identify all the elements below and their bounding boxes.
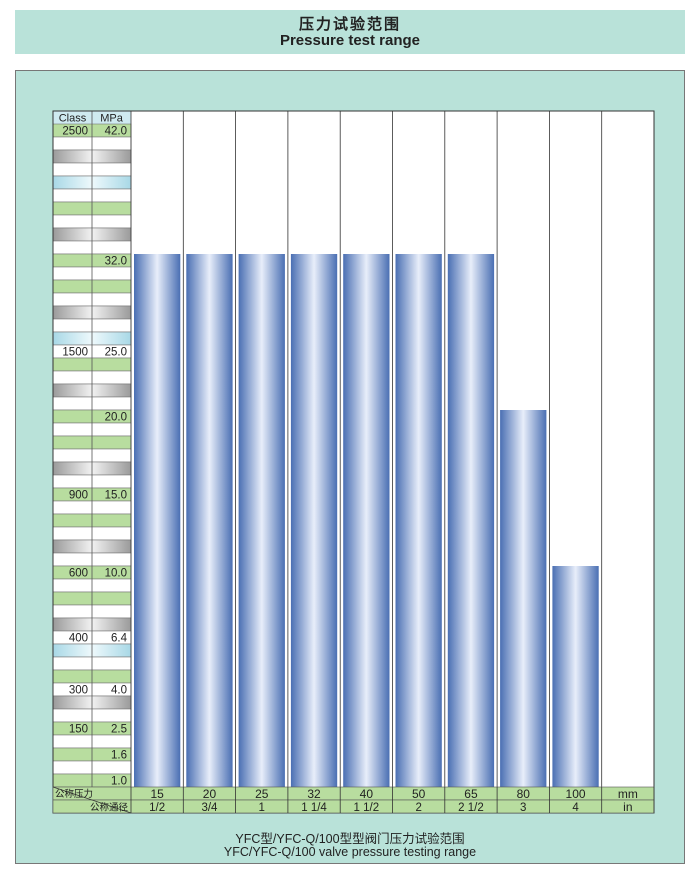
mpa-header: MPa — [100, 113, 124, 125]
mm-tick-label: 25 — [255, 787, 269, 801]
in-tick-label: 1 — [259, 802, 265, 814]
title-chinese: 压力试验范围 — [298, 16, 401, 33]
class-tick-label: 300 — [69, 685, 88, 697]
mm-tick-label: 40 — [360, 787, 374, 801]
unit-mm-label: mm — [618, 787, 638, 801]
mpa-tick-label: 32.0 — [105, 256, 127, 268]
bar-dn80 — [500, 410, 547, 787]
class-tick-label: 1500 — [62, 347, 88, 359]
bar-dn32 — [290, 254, 338, 787]
nominal-pressure-label: 公称压力 — [55, 788, 93, 800]
in-tick-label: 3 — [520, 802, 526, 814]
bar-dn15 — [134, 254, 181, 787]
unit-in-label: in — [623, 800, 632, 814]
bar-dn20 — [186, 254, 233, 787]
corner-diagonal — [52, 786, 132, 814]
mm-tick-label: 32 — [307, 787, 321, 801]
mpa-tick-label: 42.0 — [105, 126, 127, 138]
mm-tick-label: 20 — [203, 787, 217, 801]
bar-dn50 — [395, 254, 442, 787]
mm-tick-label: 65 — [464, 787, 478, 801]
class-header: Class — [59, 113, 87, 125]
in-tick-label: 2 1/2 — [458, 802, 484, 814]
class-tick-label: 2500 — [62, 126, 88, 138]
bar-dn65 — [447, 254, 495, 787]
chart-panel: Class MPa 2500 42.0 32.0 1500 25.0 20.0 900 15.0 6… — [15, 70, 685, 864]
title-banner: 压力试验范围 Pressure test range — [15, 10, 685, 54]
class-tick-label: 150 — [69, 724, 88, 736]
mm-tick-label: 80 — [517, 787, 531, 801]
mpa-tick-label: 20.0 — [105, 412, 127, 424]
in-tick-label: 1/2 — [149, 802, 165, 814]
bar-dn100 — [552, 566, 599, 787]
mm-tick-label: 100 — [566, 787, 586, 801]
in-tick-label: 3/4 — [201, 802, 218, 814]
caption-english: YFC/YFC-Q/100 valve pressure testing ran… — [223, 845, 477, 859]
title-english: Pressure test range — [279, 32, 421, 49]
in-tick-label: 1 1/2 — [354, 802, 380, 814]
nominal-diameter-label: 公称通径 — [90, 802, 129, 814]
class-tick-label: 400 — [69, 633, 88, 645]
mm-row — [52, 786, 655, 801]
mpa-tick-label: 1.6 — [111, 750, 127, 762]
mpa-tick-label: 1.0 — [111, 776, 127, 788]
mm-tick-label: 50 — [412, 787, 426, 801]
mpa-tick-label: 2.5 — [111, 724, 127, 736]
mpa-tick-label: 15.0 — [105, 490, 127, 502]
mpa-tick-label: 25.0 — [105, 347, 127, 359]
in-tick-label: 2 — [415, 802, 421, 814]
bar-dn40 — [343, 254, 390, 787]
class-tick-label: 900 — [69, 490, 88, 502]
mpa-tick-label: 4.0 — [111, 685, 127, 697]
pressure-chart: Class MPa 2500 42.0 32.0 1500 25.0 20.0 900 15.0 6… — [52, 110, 655, 814]
caption-chinese: YFC型/YFC-Q/100型型阀门压力试验范围 — [235, 832, 465, 846]
in-tick-label: 4 — [572, 802, 579, 814]
bar-dn25 — [238, 254, 285, 787]
mpa-tick-label: 10.0 — [105, 568, 127, 580]
mpa-tick-label: 6.4 — [111, 633, 128, 645]
class-tick-label: 600 — [69, 568, 88, 580]
mm-tick-label: 15 — [150, 787, 164, 801]
in-tick-label: 1 1/4 — [301, 802, 327, 814]
